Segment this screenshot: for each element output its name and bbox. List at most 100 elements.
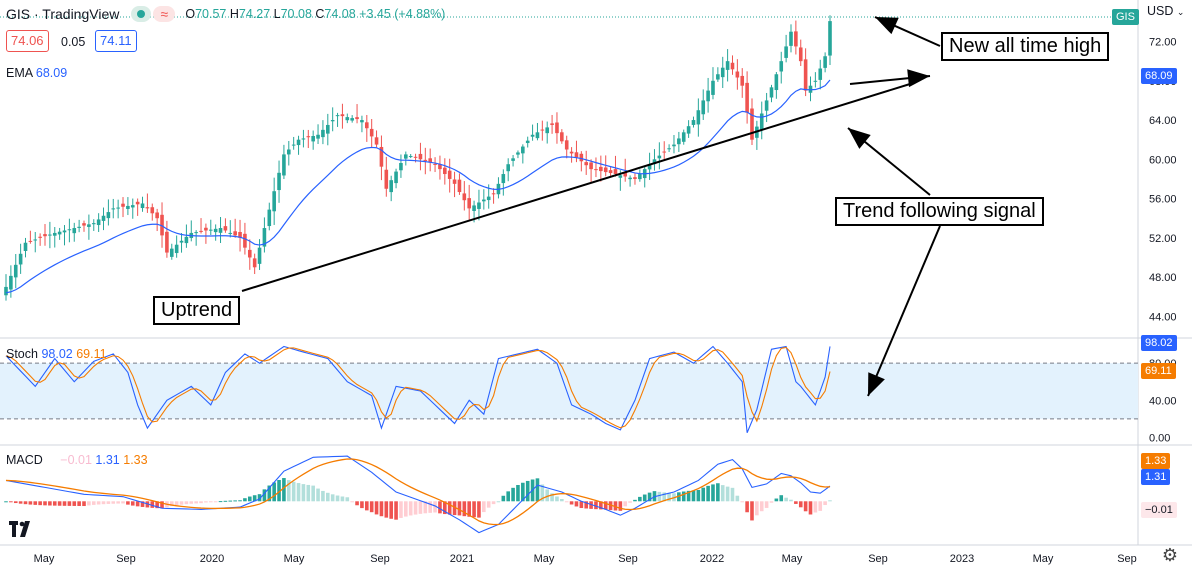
- candle-body-15: [77, 226, 81, 228]
- macd-hist-bar-42: [208, 501, 213, 503]
- candle-body-13: [67, 229, 72, 231]
- macd-hist-bar-37: [184, 501, 189, 505]
- macd-hist-bar-40: [199, 501, 203, 504]
- macd-hist-bar-169: [828, 500, 832, 502]
- macd-hist-bar-44: [218, 501, 223, 503]
- macd-hist-bar-105: [516, 485, 520, 502]
- candle-body-133: [652, 159, 657, 165]
- candle-body-78: [384, 169, 389, 189]
- candle-body-31: [155, 212, 159, 219]
- candle-body-50: [247, 249, 252, 258]
- candle-body-1: [9, 275, 13, 290]
- candle-body-167: [818, 68, 823, 80]
- macd-hist-bar-103: [506, 491, 511, 502]
- candle-body-56: [277, 172, 281, 191]
- macd-hist-bar-95: [467, 501, 471, 517]
- candle-body-123: [603, 167, 608, 173]
- candle-body-83: [408, 156, 413, 158]
- stoch-d-axis-tag: 69.11: [1141, 363, 1176, 379]
- macd-legend[interactable]: MACD −0.01 1.31 1.33: [6, 453, 148, 467]
- macd-hist-bar-129: [633, 499, 637, 502]
- macd-hist-bar-30: [150, 501, 155, 508]
- candle-body-25: [126, 205, 130, 209]
- time-tick-label-3: May: [284, 553, 305, 565]
- stoch-tick-label-2: 0.00: [1149, 432, 1170, 444]
- candle-body-49: [243, 233, 247, 248]
- macd-hist-bar-148: [725, 486, 730, 502]
- macd-hist-bar-119: [584, 501, 589, 509]
- candle-body-150: [735, 71, 740, 78]
- macd-hist-bar-20: [101, 501, 106, 505]
- candle-body-33: [165, 231, 169, 253]
- candle-body-113: [555, 122, 559, 134]
- candle-body-60: [296, 139, 301, 146]
- macd-hist-bar-136: [667, 492, 671, 502]
- stoch-legend[interactable]: Stoch 98.02 69.11: [6, 347, 107, 361]
- candle-body-39: [194, 232, 198, 234]
- symbol-title[interactable]: GIS · TradingView: [6, 6, 120, 22]
- currency-label[interactable]: USD ⌄: [1147, 4, 1185, 18]
- settings-gear-icon[interactable]: ⚙: [1161, 545, 1178, 565]
- candle-body-129: [633, 177, 637, 179]
- candle-body-152: [745, 82, 749, 113]
- stoch-k-axis-tag: 98.02: [1141, 335, 1177, 351]
- macd-hist-bar-153: [750, 501, 754, 521]
- macd-hist-bar-90: [443, 501, 447, 515]
- buy-price-button[interactable]: 74.11: [95, 30, 137, 52]
- wave-icon[interactable]: ≈: [153, 6, 176, 22]
- macd-hist-bar-48: [238, 500, 242, 502]
- time-tick-label-2: 2020: [200, 553, 224, 565]
- macd-hist-bar-101: [496, 501, 501, 503]
- macd-hist-bar-156: [764, 501, 769, 508]
- annotation-trend-following-signal: Trend following signal: [835, 197, 1044, 226]
- annotation-uptrend: Uptrend: [153, 296, 241, 325]
- candle-body-141: [691, 120, 696, 125]
- tradingview-logo-icon[interactable]: [8, 518, 38, 540]
- macd-hist-bar-8: [43, 501, 47, 506]
- macd-hist-bar-58: [286, 480, 291, 502]
- macd-hist-bar-51: [252, 495, 257, 502]
- candle-body-158: [774, 74, 779, 91]
- macd-hist-bar-163: [798, 501, 803, 508]
- macd-hist-bar-130: [638, 496, 642, 502]
- macd-hist-bar-116: [569, 501, 574, 505]
- candle-body-82: [404, 154, 408, 159]
- candle-body-153: [750, 108, 754, 140]
- market-status-icon[interactable]: [131, 6, 152, 22]
- macd-hist-bar-104: [511, 487, 515, 502]
- macd-hist-bar-74: [365, 501, 369, 511]
- arrow-trend-up-head: [848, 128, 871, 149]
- candle-body-69: [340, 114, 345, 117]
- macd-hist-bar-18: [91, 501, 96, 505]
- macd-hist-bar-36: [179, 501, 184, 505]
- macd-hist-bar-64: [316, 488, 320, 502]
- macd-hist-bar-121: [594, 501, 598, 510]
- macd-hist-bar-94: [462, 501, 467, 517]
- candle-body-157: [769, 87, 774, 98]
- sell-price-button[interactable]: 74.06: [6, 30, 49, 52]
- macd-hist-bar-12: [62, 501, 67, 506]
- candle-body-162: [794, 31, 798, 47]
- macd-hist-bar-155: [759, 501, 764, 512]
- macd-hist-bar-78: [384, 501, 389, 518]
- macd-hist-bar-115: [564, 501, 569, 503]
- candle-body-40: [199, 230, 203, 232]
- candle-body-115: [564, 140, 569, 150]
- candle-body-99: [486, 196, 491, 201]
- macd-hist-bar-86: [423, 501, 428, 514]
- macd-hist-bar-14: [72, 501, 77, 506]
- macd-hist-bar-2: [13, 501, 18, 504]
- time-tick-label-10: Sep: [868, 553, 888, 565]
- candle-body-20: [101, 215, 106, 221]
- time-tick-label-8: 2022: [700, 553, 724, 565]
- candle-body-30: [150, 207, 155, 214]
- candle-body-159: [779, 61, 784, 72]
- chart-header: GIS · TradingView ≈ O70.57 H74.27 L70.08…: [6, 6, 445, 22]
- candle-body-37: [184, 236, 189, 244]
- macd-hist-bar-143: [701, 487, 706, 502]
- ema-legend[interactable]: EMA 68.09: [6, 66, 68, 80]
- macd-hist-bar-21: [106, 501, 111, 504]
- candle-body-118: [579, 153, 584, 162]
- candle-body-55: [272, 191, 276, 212]
